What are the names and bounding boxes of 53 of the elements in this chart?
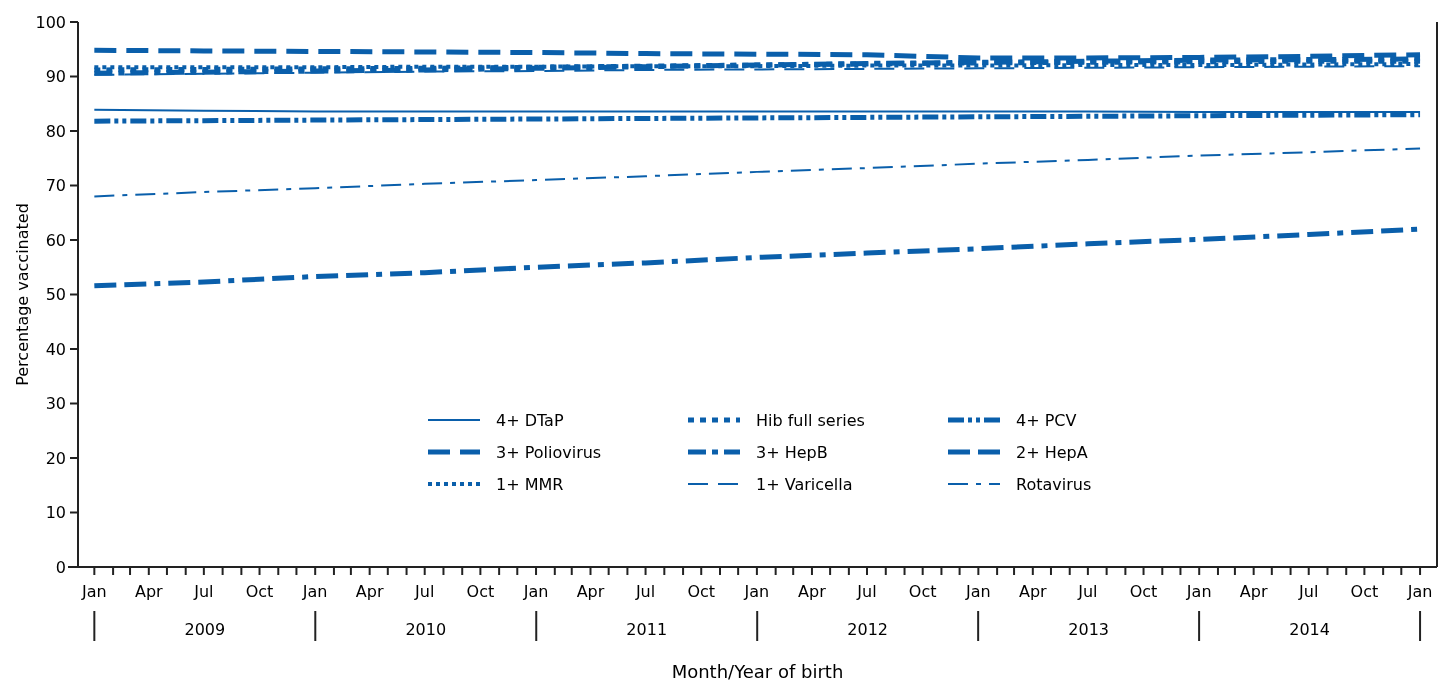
y-tick-label: 0 <box>55 557 66 577</box>
x-tick-label: Oct <box>687 582 716 601</box>
x-tick-label: Apr <box>1239 582 1268 601</box>
text: 2011 <box>626 620 668 639</box>
x-tick-label: Jan <box>743 582 770 601</box>
y-tick-label: 70 <box>45 176 66 196</box>
legend-label: 1+ MMR <box>496 474 564 494</box>
y-tick-label: 60 <box>45 230 66 250</box>
y-tick-label: 20 <box>45 448 66 468</box>
x-tick-label: Jul <box>193 582 214 601</box>
x-tick-label: Oct <box>466 582 495 601</box>
y-tick-label: 100 <box>35 12 66 32</box>
x-tick-label: Apr <box>1018 582 1048 601</box>
x-tick-label: Apr <box>355 582 384 601</box>
y-tick-label: 10 <box>45 503 66 523</box>
text: 2014 <box>1289 620 1330 639</box>
x-tick-label: Jul <box>856 582 877 601</box>
x-axis-title: Month/Year of birth <box>671 661 844 682</box>
y-tick-label: 50 <box>45 285 66 305</box>
text: 2013 <box>1068 620 1109 639</box>
x-tick-label: Jan <box>1185 582 1212 601</box>
legend-label: 4+ PCV <box>1016 410 1077 430</box>
y-axis-title: Percentage vaccinated <box>13 203 32 386</box>
y-tick-label: 80 <box>45 121 66 141</box>
legend-label: 1+ Varicella <box>756 474 853 494</box>
legend-label: 2+ HepA <box>1016 442 1088 462</box>
x-tick-label: Jul <box>1077 582 1098 601</box>
x-tick-label: Oct <box>908 582 937 601</box>
x-tick-label: Oct <box>1129 582 1158 601</box>
text: 2010 <box>405 620 447 639</box>
y-tick-label: 40 <box>45 339 66 359</box>
y-tick-label: 30 <box>45 394 66 414</box>
x-tick-label: Jul <box>414 582 435 601</box>
x-tick-label: Oct <box>1350 582 1379 601</box>
x-tick-label: Apr <box>576 582 605 601</box>
x-tick-label: Jan <box>301 582 328 601</box>
x-tick-label: Jan <box>1406 582 1433 601</box>
y-tick-label: 90 <box>45 67 66 87</box>
x-tick-label: Apr <box>134 582 164 601</box>
x-tick-label: Oct <box>245 582 274 601</box>
legend-label: 3+ HepB <box>756 442 828 462</box>
legend-label: Hib full series <box>756 410 865 430</box>
legend-label: 4+ DTaP <box>496 410 564 430</box>
x-tick-label: Jan <box>965 582 991 601</box>
text: 2009 <box>184 620 226 639</box>
x-tick-label: Jul <box>1298 582 1319 601</box>
x-tick-label: Jan <box>81 582 107 601</box>
x-tick-label: Jul <box>634 582 656 601</box>
text: 2012 <box>847 620 889 639</box>
x-tick-label: Jan <box>522 582 549 601</box>
legend-label: 3+ Poliovirus <box>496 442 602 462</box>
x-tick-label: Apr <box>798 582 827 601</box>
legend-label: Rotavirus <box>1016 474 1092 494</box>
